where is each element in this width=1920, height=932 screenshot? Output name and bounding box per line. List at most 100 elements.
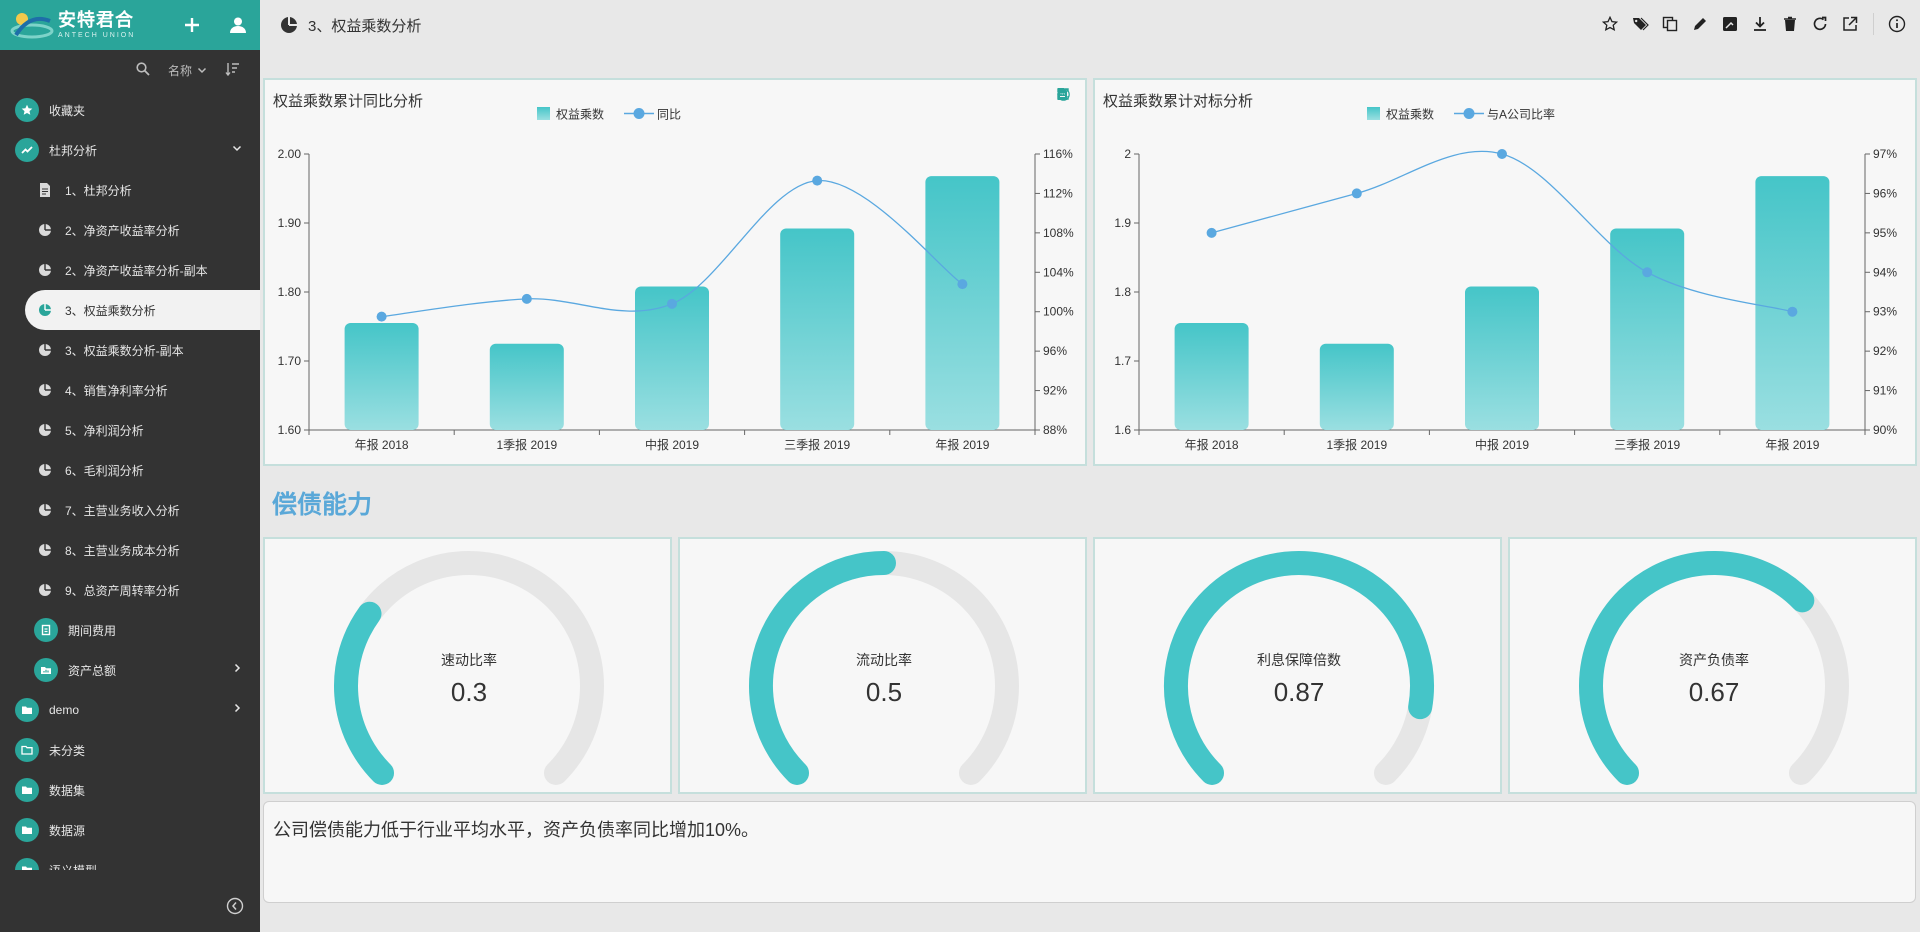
edit-button[interactable] <box>1691 15 1709 33</box>
collapse-sidebar-button[interactable] <box>226 897 244 915</box>
bar <box>1755 176 1830 430</box>
nav-item-report-9[interactable]: 9、总资产周转率分析 <box>0 570 260 610</box>
favorite-button[interactable] <box>1601 15 1619 33</box>
user-button[interactable] <box>226 13 250 37</box>
x-tick-label: 中报 2019 <box>1475 437 1529 452</box>
x-tick-label: 年报 2018 <box>355 437 409 452</box>
y-tick-label-right: 96% <box>1043 344 1067 358</box>
gauge-label: 流动比率 <box>856 652 912 668</box>
edit-chart-button[interactable] <box>1721 15 1739 33</box>
sort-order-button[interactable] <box>225 62 240 79</box>
x-tick-label: 1季报 2019 <box>496 437 557 452</box>
legend-swatch-point <box>1463 108 1475 119</box>
sidebar: 安特君合 ANTECH UNION 名称 收藏夹 <box>0 0 260 932</box>
pie-icon <box>35 300 55 320</box>
nav-item-report-1[interactable]: 1、杜邦分析 <box>0 170 260 210</box>
bar <box>780 228 855 430</box>
gauge-value: 0.5 <box>866 677 902 707</box>
gauge-label: 资产负债率 <box>1679 652 1749 668</box>
nav-item-report-8[interactable]: 8、主营业务成本分析 <box>0 530 260 570</box>
y-tick-label-left: 1.9 <box>1114 216 1131 230</box>
logo-mark <box>10 7 54 43</box>
y-tick-label-left: 1.6 <box>1114 423 1131 437</box>
tag-button[interactable] <box>1631 15 1649 33</box>
delete-button[interactable] <box>1781 15 1799 33</box>
copy-button[interactable] <box>1661 15 1679 33</box>
download-button[interactable] <box>1751 15 1769 33</box>
y-tick-label-right: 95% <box>1873 226 1897 240</box>
bar <box>925 176 1000 430</box>
info-icon <box>1888 15 1906 33</box>
gauge-chart: 资产负债率 0.67 <box>1579 551 1849 785</box>
legend-swatch-bar <box>537 107 550 120</box>
folder-icon <box>15 698 39 722</box>
chevron-right-icon <box>234 663 241 673</box>
open-external-button[interactable] <box>1841 15 1859 33</box>
pie-icon <box>35 340 55 360</box>
refresh-button[interactable] <box>1811 15 1829 33</box>
x-tick-label: 1季报 2019 <box>1326 437 1387 452</box>
y-tick-label-left: 1.8 <box>1114 285 1131 299</box>
legend-swatch-bar <box>1367 107 1380 120</box>
y-tick-label-right: 112% <box>1043 186 1073 200</box>
y-tick-label-right: 104% <box>1043 265 1074 279</box>
gauge-label: 利息保障倍数 <box>1257 652 1341 668</box>
nav-item-semantic-model[interactable]: 语义模型 <box>0 850 260 870</box>
sort-field-label: 名称 <box>167 63 192 78</box>
y-tick-label-left: 2 <box>1124 147 1131 161</box>
brand-name-en: ANTECH UNION <box>58 32 136 39</box>
chart-title: 权益乘数累计同比分析 <box>273 93 424 110</box>
refresh-icon <box>1813 16 1827 31</box>
sort-icon <box>225 62 239 76</box>
nav-item-report-6[interactable]: 6、毛利润分析 <box>0 450 260 490</box>
nav-item-datasources[interactable]: 数据源 <box>0 810 260 850</box>
nav-item-report-3-active[interactable]: 3、权益乘数分析 <box>25 290 260 330</box>
nav-item-total-assets[interactable]: 资产总额 <box>0 650 260 690</box>
pie-icon <box>35 580 55 600</box>
y-tick-label-right: 96% <box>1873 186 1897 200</box>
pie-icon <box>281 17 297 33</box>
nav-item-uncategorized[interactable]: 未分类 <box>0 730 260 770</box>
nav-item-demo[interactable]: demo <box>0 690 260 730</box>
info-button[interactable] <box>1888 15 1906 33</box>
line-point <box>667 298 677 309</box>
line-point <box>1206 227 1217 238</box>
nav-item-period-expense[interactable]: 期间费用 <box>0 610 260 650</box>
y-tick-label-left: 1.80 <box>278 285 302 299</box>
pie-icon <box>35 460 55 480</box>
legend-label: 权益乘数 <box>1386 107 1434 122</box>
bar <box>1319 343 1394 430</box>
nav-item-report-7[interactable]: 7、主营业务收入分析 <box>0 490 260 530</box>
nav-item-datasets[interactable]: 数据集 <box>0 770 260 810</box>
y-tick-label-right: 108% <box>1043 226 1074 240</box>
pie-icon <box>35 220 55 240</box>
chart-panel-benchmark: 权益乘数累计对标分析 权益乘数 与A公司比率 1.6 1.7 1.8 1.9 2 90% 91%… <box>1093 78 1917 466</box>
trend-icon <box>15 138 39 162</box>
user-icon <box>230 17 246 33</box>
nav-item-report-2-copy[interactable]: 2、净资产收益率分析-副本 <box>0 250 260 290</box>
nav-item-dupont[interactable]: 杜邦分析 <box>0 130 260 170</box>
legend-label: 同比 <box>657 108 681 122</box>
gauge-panel-current-ratio: 流动比率 0.5 <box>678 537 1087 794</box>
nav-item-report-3-copy[interactable]: 3、权益乘数分析-副本 <box>0 330 260 370</box>
y-tick-label-right: 91% <box>1873 384 1897 398</box>
gauge-chart: 速动比率 0.3 <box>334 551 604 785</box>
nav-item-report-2[interactable]: 2、净资产收益率分析 <box>0 210 260 250</box>
chart-title: 权益乘数累计对标分析 <box>1103 93 1254 110</box>
search-button[interactable] <box>136 61 150 79</box>
edit-icon <box>1694 18 1706 30</box>
bar <box>489 343 564 430</box>
line-point <box>1497 149 1507 159</box>
toolbar <box>1601 13 1906 35</box>
document-icon <box>35 180 55 200</box>
line-point <box>1351 188 1362 199</box>
add-button[interactable] <box>180 13 204 37</box>
nav-item-report-5[interactable]: 5、净利润分析 <box>0 410 260 450</box>
comment-text: 公司偿债能力低于行业平均水平，资产负债率同比增加10%。 <box>273 820 760 840</box>
x-tick-label: 三季报 2019 <box>1614 437 1680 452</box>
pie-icon <box>35 500 55 520</box>
bar <box>1465 286 1539 430</box>
nav-item-report-4[interactable]: 4、销售净利率分析 <box>0 370 260 410</box>
sort-field-select[interactable]: 名称 <box>168 62 207 79</box>
nav-item-favorites[interactable]: 收藏夹 <box>0 90 260 130</box>
